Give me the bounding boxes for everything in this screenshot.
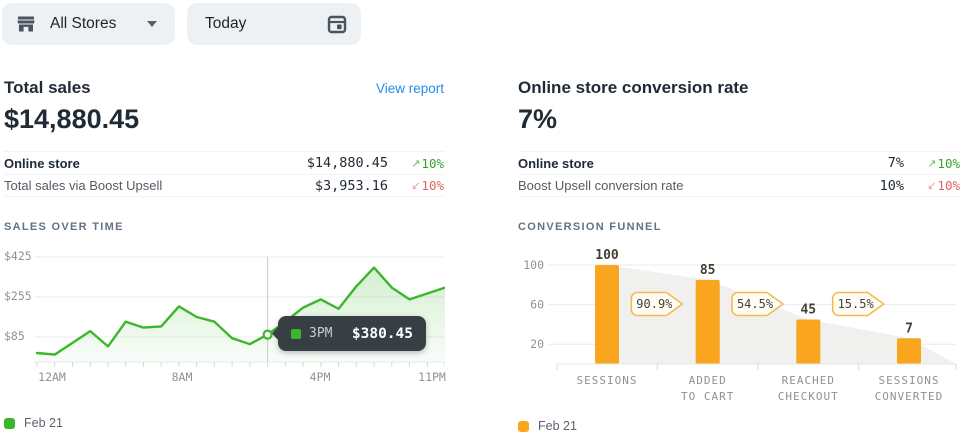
bar-value-label: 45 — [800, 302, 816, 317]
y-axis-tick: 100 — [523, 258, 544, 272]
y-axis-tick: $255 — [4, 289, 32, 303]
sales-over-time-title: SALES OVER TIME — [4, 221, 124, 233]
funnel-category-label: CONVERTED — [875, 390, 944, 403]
hover-marker[interactable] — [262, 329, 273, 340]
x-axis-label: 12AM — [38, 370, 66, 384]
metric-label: Online store — [4, 155, 80, 171]
total-sales-value: $14,880.45 — [4, 104, 140, 134]
y-axis-tick: $85 — [4, 329, 25, 343]
arrow-up-right-icon: ↗ — [411, 156, 421, 170]
funnel-category-label: SESSIONS — [879, 374, 940, 387]
conversion-funnel-title: CONVERSION FUNNEL — [518, 221, 662, 233]
total-sales-panel: Total sales View report $14,880.45 Onlin… — [4, 70, 446, 430]
metric-label: Total sales via Boost Upsell — [4, 178, 163, 193]
conversion-breakdown: Online store 7% ↗ 10% Boost Upsell conve… — [518, 151, 960, 197]
conversion-header: Online store conversion rate — [518, 70, 960, 98]
funnel-bar[interactable] — [595, 265, 619, 364]
bar-value-label: 85 — [700, 263, 716, 278]
funnel-bar[interactable] — [897, 338, 921, 364]
legend-label: Feb 21 — [538, 419, 577, 433]
funnel-bar[interactable] — [695, 279, 720, 364]
funnel-category-label: CHECKOUT — [778, 390, 839, 403]
chevron-down-icon — [147, 21, 157, 27]
conversion-funnel-chart[interactable]: 100 60 20 100 85 45 7 90.9% 54.5% 15.5% SESSIONS AD… — [518, 237, 960, 409]
bar-value-label: 7 — [905, 321, 913, 336]
store-filter-button[interactable]: All Stores — [2, 3, 175, 45]
metric-value: $14,880.45 — [306, 155, 388, 171]
arrow-down-left-icon: ↙ — [411, 179, 421, 192]
conversion-title: Online store conversion rate — [518, 78, 749, 97]
store-icon — [15, 13, 37, 35]
conversion-tag — [630, 291, 684, 317]
metric-row-boost-upsell: Boost Upsell conversion rate 10% ↙ 10% — [518, 174, 960, 197]
delta-badge-up: ↗ 10% — [927, 155, 960, 171]
metric-row-online-store: Online store $14,880.45 ↗ 10% — [4, 151, 444, 174]
metric-row-boost-upsell: Total sales via Boost Upsell $3,953.16 ↙… — [4, 174, 444, 197]
metric-label: Online store — [518, 155, 594, 171]
funnel-category-label: ADDED — [689, 374, 727, 387]
funnel-category-label: REACHED — [782, 374, 835, 387]
funnel-silhouette — [607, 265, 956, 364]
metric-value: $3,953.16 — [314, 177, 388, 194]
store-filter-label: All Stores — [50, 15, 117, 32]
view-report-link[interactable]: View report — [375, 81, 444, 96]
conversion-tag-label: 15.5% — [838, 297, 875, 311]
funnel-category-label: TO CART — [681, 390, 734, 403]
legend-swatch-green — [4, 417, 15, 429]
x-axis-label: 4PM — [309, 370, 331, 384]
y-axis-tick: 60 — [530, 298, 544, 312]
calendar-icon — [326, 13, 348, 35]
delta-badge-down: ↙ 10% — [411, 178, 444, 193]
y-axis-tick: $425 — [4, 249, 32, 263]
sales-line-chart: $425 $255 $85 12AM 8AM 4PM 11PM 3PM $380.45 — [4, 249, 446, 386]
metric-label: Boost Upsell conversion rate — [518, 178, 684, 193]
conversion-tag — [731, 291, 785, 317]
conversion-value: 7% — [518, 104, 558, 134]
conversion-tag-label: 90.9% — [636, 297, 673, 311]
tooltip-series-swatch — [291, 328, 301, 339]
arrow-down-left-icon: ↙ — [927, 179, 937, 192]
x-axis-label: 11PM — [418, 370, 446, 384]
funnel-bar[interactable] — [796, 319, 821, 364]
total-sales-header: Total sales View report — [4, 70, 444, 98]
tooltip-value: $380.45 — [351, 325, 413, 342]
metric-row-online-store: Online store 7% ↗ 10% — [518, 151, 960, 174]
sales-line — [35, 266, 445, 356]
chart-tooltip: 3PM $380.45 — [278, 316, 426, 351]
total-sales-title: Total sales — [4, 78, 91, 97]
delta-badge-down: ↙ 10% — [927, 178, 960, 193]
arrow-up-right-icon: ↗ — [927, 156, 937, 170]
conversion-tag-label: 54.5% — [737, 297, 774, 311]
sales-legend: Feb 21 — [4, 416, 444, 430]
tooltip-time: 3PM — [309, 326, 333, 341]
legend-swatch-orange — [518, 420, 529, 432]
top-filter-bar: All Stores Today — [0, 0, 960, 56]
date-filter-button[interactable]: Today — [187, 3, 361, 45]
conversion-rate-panel: Online store conversion rate 7% Online s… — [518, 70, 960, 433]
delta-badge-up: ↗ 10% — [411, 155, 444, 171]
conversion-tag — [831, 291, 885, 317]
y-axis-tick: 20 — [530, 337, 544, 351]
legend-label: Feb 21 — [24, 416, 63, 430]
bar-value-label: 100 — [595, 248, 619, 263]
x-axis-label: 8AM — [171, 370, 193, 384]
metric-value: 10% — [879, 177, 904, 194]
total-sales-breakdown: Online store $14,880.45 ↗ 10% Total sale… — [4, 151, 444, 197]
funnel-legend: Feb 21 — [518, 419, 960, 433]
metric-value: 7% — [887, 155, 904, 171]
date-filter-label: Today — [205, 15, 247, 32]
funnel-category-label: SESSIONS — [577, 374, 638, 387]
